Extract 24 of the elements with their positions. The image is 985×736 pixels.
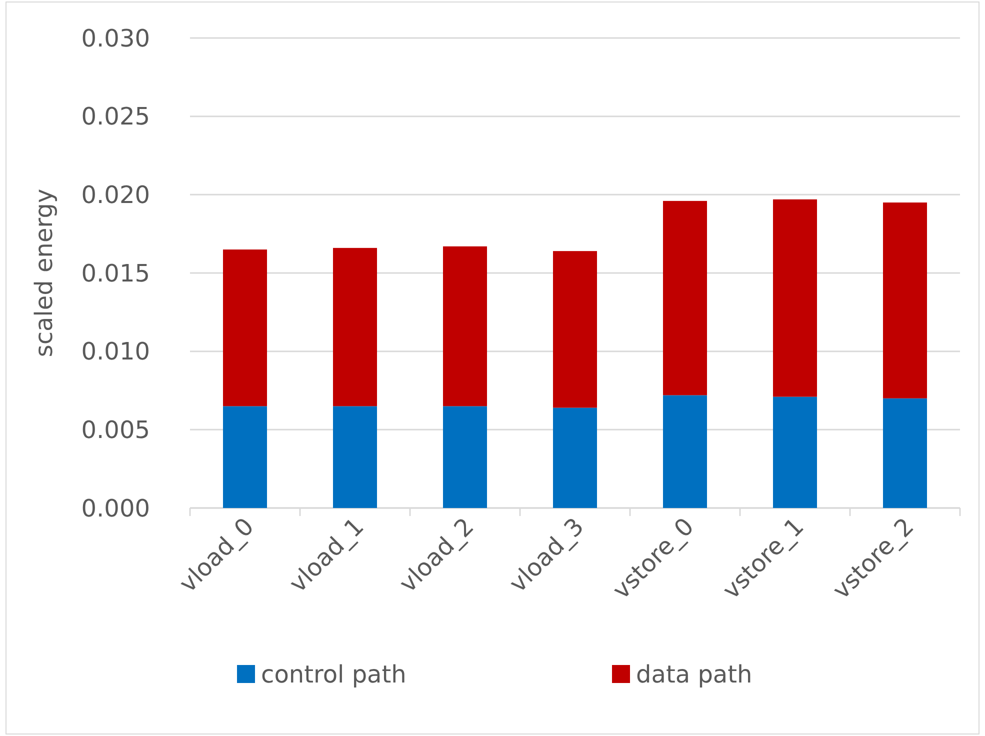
bar: [333, 406, 377, 508]
bar: [223, 250, 267, 406]
bar: [553, 408, 597, 508]
y-tick-label: 0.005: [81, 416, 150, 444]
y-tick-label: 0.030: [81, 24, 150, 52]
y-axis-title: scaled energy: [30, 188, 58, 358]
bar: [663, 200, 707, 396]
bar: [773, 396, 817, 508]
bar: [883, 398, 927, 508]
legend-label: control path: [261, 660, 406, 688]
y-tick-label: 0.025: [81, 102, 150, 131]
y-tick-label: 0.015: [81, 259, 150, 288]
legend-label: data path: [636, 660, 752, 688]
y-tick-label: 0.000: [81, 494, 150, 522]
bar: [333, 248, 377, 406]
y-tick-label: 0.010: [81, 338, 150, 366]
y-tick-label: 0.020: [81, 181, 150, 210]
bar: [443, 406, 487, 508]
bar: [663, 395, 707, 508]
bar: [773, 199, 817, 397]
bar: [553, 251, 597, 408]
bar: [883, 202, 927, 398]
bar: [443, 246, 487, 406]
bar: [223, 406, 267, 508]
